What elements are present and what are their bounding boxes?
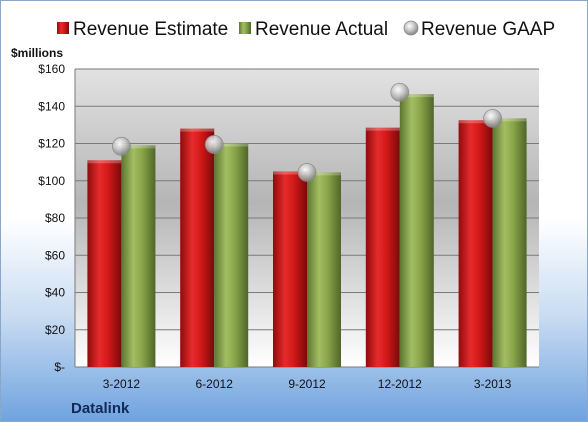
bar-highlight [307, 172, 341, 176]
legend-label: Revenue Estimate [73, 19, 228, 40]
bar-revenue-actual [399, 94, 434, 368]
marker-revenue-gaap [483, 108, 503, 128]
legend-swatch [57, 22, 69, 34]
legend-label: Revenue GAAP [421, 19, 555, 40]
unit-label: $millions [11, 46, 63, 60]
bars [87, 94, 527, 368]
bar-revenue-actual [214, 143, 249, 367]
bar-highlight [121, 145, 156, 149]
marker-revenue-gaap [390, 82, 410, 102]
bar-highlight [273, 171, 307, 175]
y-tick-label: $120 [38, 137, 65, 151]
bar-revenue-actual [307, 172, 341, 367]
x-axis: 3-2012 6-2012 9-2012 12-2012 3-2013 [103, 377, 512, 391]
x-tick-label: 3-2012 [103, 377, 141, 391]
bar-highlight [87, 160, 122, 164]
y-tick-label: $40 [45, 286, 65, 300]
marker-revenue-gaap [204, 135, 224, 154]
x-tick-label: 3-2013 [474, 377, 512, 391]
bar-revenue-estimate [87, 160, 122, 367]
y-tick-label: $140 [38, 99, 65, 113]
x-tick-label: 9-2012 [288, 377, 326, 391]
bar-revenue-estimate [365, 127, 400, 367]
bar-revenue-actual [492, 118, 527, 367]
bar-highlight [365, 127, 400, 131]
x-tick-label: 6-2012 [196, 377, 234, 391]
legend: Revenue Estimate Revenue Actual Revenue GA… [57, 19, 555, 40]
bar-revenue-estimate [180, 128, 215, 367]
bar-highlight [492, 118, 527, 122]
bar-highlight [180, 128, 215, 132]
y-tick-label: $160 [38, 62, 65, 76]
y-axis: $- $20 $40 $60 $80 $100 $120 $140 $160 [38, 62, 76, 374]
bar-revenue-estimate [273, 171, 307, 367]
bar-revenue-estimate [458, 120, 493, 367]
marker-revenue-gaap [297, 162, 317, 182]
bar-highlight [214, 143, 249, 147]
y-tick-label: $20 [45, 323, 65, 337]
y-tick-label: $100 [38, 174, 65, 188]
y-tick-label: $80 [45, 211, 65, 225]
gaap-markers [112, 82, 503, 182]
marker-revenue-gaap [112, 136, 131, 156]
bar-highlight [458, 120, 493, 124]
legend-label: Revenue Actual [255, 19, 388, 40]
bar-highlight [399, 94, 434, 98]
company-name: Datalink [71, 400, 130, 417]
legend-marker [403, 20, 419, 36]
y-tick-label: $- [54, 360, 65, 374]
y-tick-label: $60 [45, 248, 65, 262]
bar-revenue-actual [121, 145, 156, 367]
x-tick-label: 12-2012 [378, 377, 422, 391]
legend-swatch [239, 22, 251, 34]
